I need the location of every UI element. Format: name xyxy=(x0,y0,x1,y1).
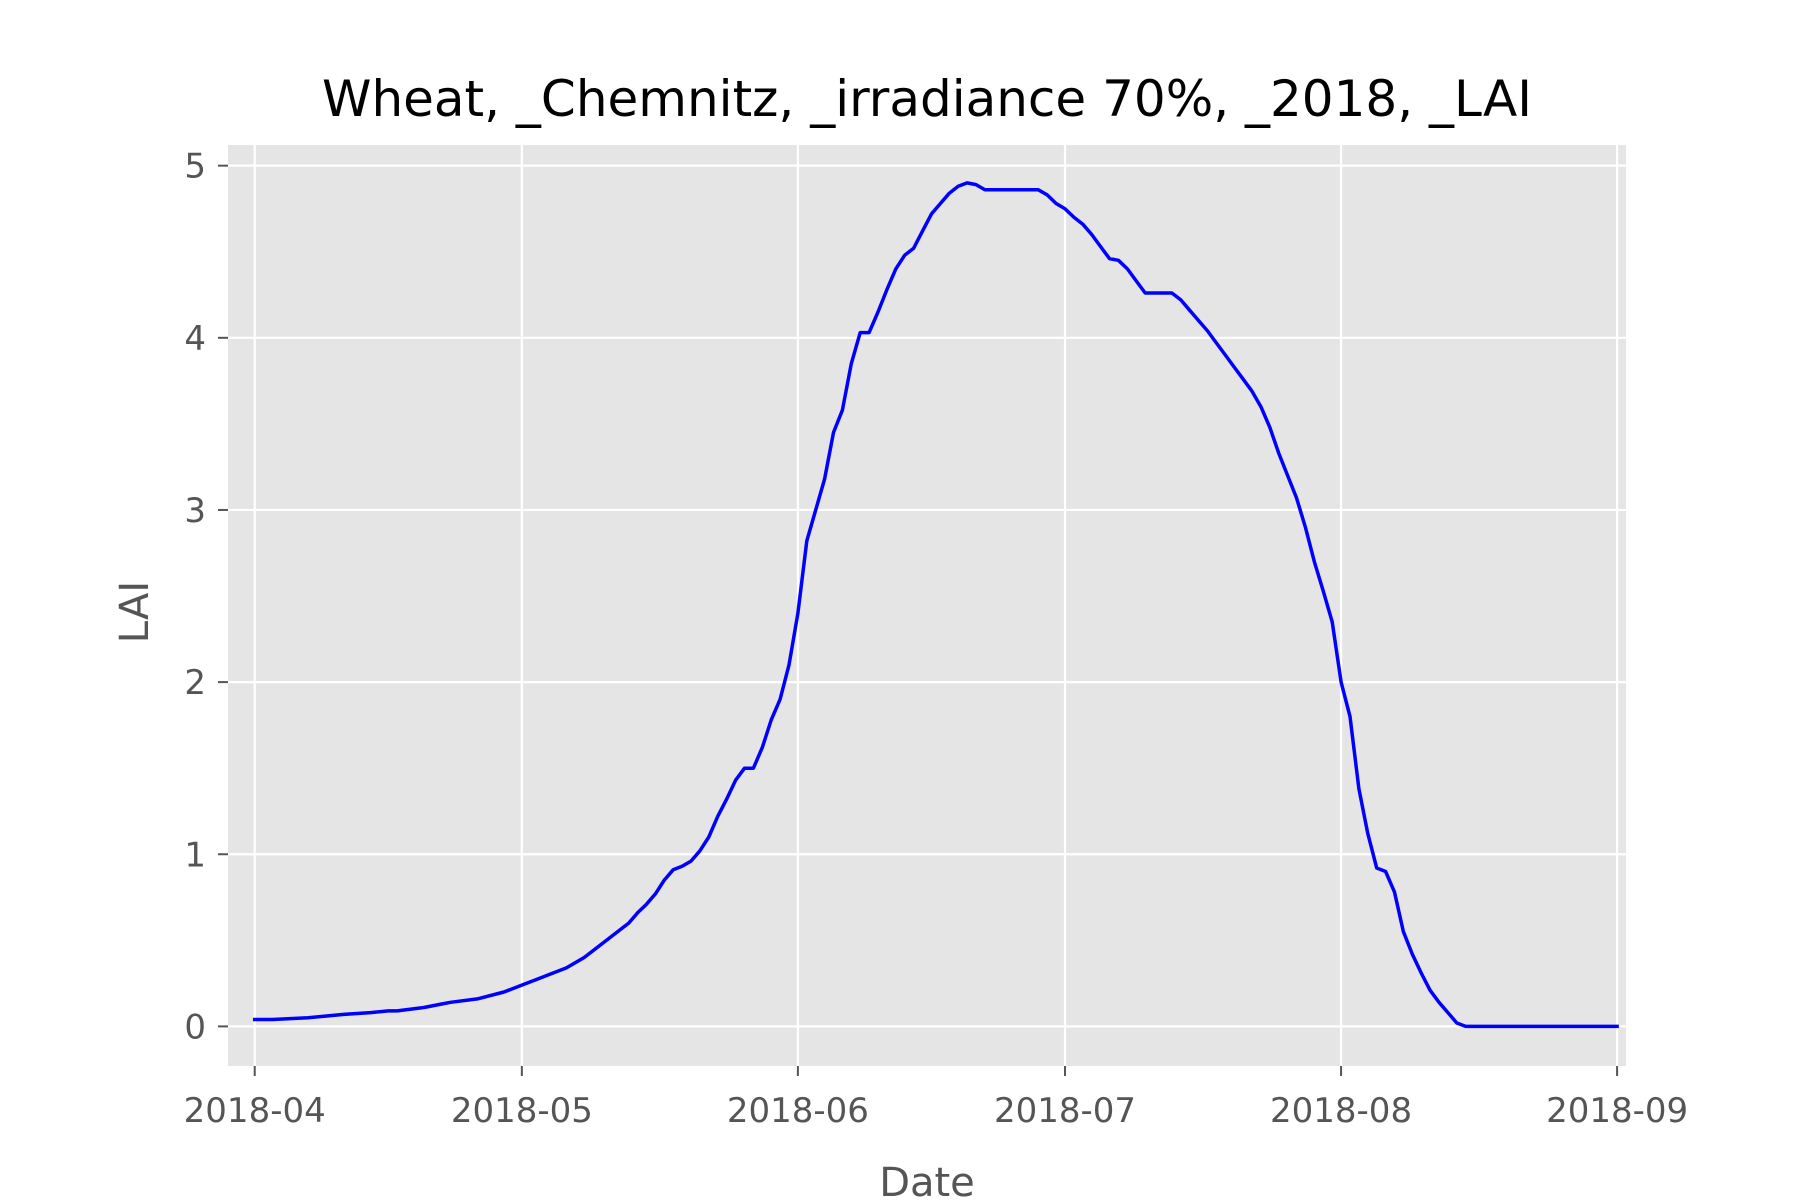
y-tick-label: 3 xyxy=(184,491,206,531)
x-tick-label: 2018-08 xyxy=(1270,1091,1412,1131)
x-tick-label: 2018-07 xyxy=(994,1091,1136,1131)
y-tick-label: 4 xyxy=(184,319,206,359)
series-layer xyxy=(252,181,1619,1029)
y-axis-label: LAI xyxy=(112,581,158,643)
chart-title: Wheat, _Chemnitz, _irradiance 70%, _2018… xyxy=(322,70,1532,128)
y-tick-label: 5 xyxy=(184,147,206,187)
x-axis-label: Date xyxy=(879,1160,975,1200)
y-tick-label: 1 xyxy=(184,835,206,875)
gridlines xyxy=(228,145,1626,1066)
axis-ticks: 2018-04 2018-05 2018-06 2018-07 2018-08 2018-… xyxy=(184,147,1688,1131)
y-tick-label: 0 xyxy=(184,1007,206,1047)
x-tick-label: 2018-05 xyxy=(451,1091,593,1131)
x-tick-label: 2018-04 xyxy=(184,1091,326,1131)
series-line xyxy=(252,181,1619,1029)
x-tick-label: 2018-09 xyxy=(1546,1091,1688,1131)
x-tick-label: 2018-06 xyxy=(727,1091,869,1131)
y-tick-label: 2 xyxy=(184,663,206,703)
plot-background xyxy=(228,145,1626,1066)
